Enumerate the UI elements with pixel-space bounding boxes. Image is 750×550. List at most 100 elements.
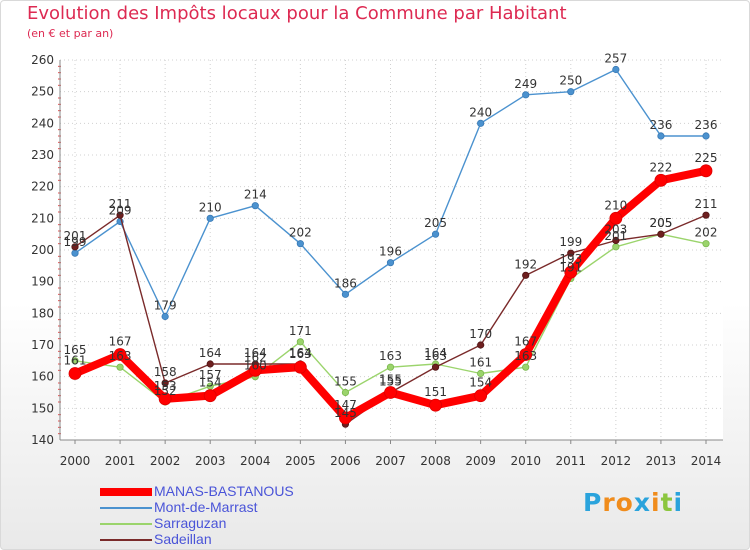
legend-item-mont-de-marrast: Mont-de-Marrast bbox=[100, 499, 400, 516]
data-label-sadeillan: 203 bbox=[604, 223, 627, 237]
legend-swatch-sarraguzan bbox=[100, 523, 152, 525]
data-point-mont-de-marrast bbox=[206, 214, 214, 222]
data-label-mont-de-marrast: 186 bbox=[334, 276, 357, 290]
data-point-sadeillan bbox=[206, 360, 214, 368]
data-label-sarraguzan: 155 bbox=[334, 375, 357, 389]
data-point-manas-bastanous bbox=[248, 363, 262, 377]
x-tick-label: 2012 bbox=[601, 454, 632, 468]
y-tick-label: 200 bbox=[31, 243, 54, 257]
data-label-sadeillan: 164 bbox=[244, 346, 267, 360]
data-point-sarraguzan bbox=[116, 363, 124, 371]
data-label-manas-bastanous: 153 bbox=[154, 379, 177, 393]
logo-letter: t bbox=[660, 488, 674, 517]
data-label-sadeillan: 192 bbox=[514, 257, 537, 271]
data-point-sadeillan bbox=[657, 230, 665, 238]
data-label-mont-de-marrast: 209 bbox=[109, 204, 132, 218]
axes: 140 150 160 170 180 190 200 210 220 230 240 250 260 2… bbox=[31, 53, 723, 468]
data-label-sadeillan: 205 bbox=[649, 216, 672, 230]
x-tick-label: 2007 bbox=[375, 454, 406, 468]
data-point-mont-de-marrast bbox=[702, 132, 710, 140]
data-point-manas-bastanous bbox=[293, 360, 307, 374]
legend-swatch-mont-de-marrast bbox=[100, 507, 152, 509]
data-point-sadeillan bbox=[116, 211, 124, 219]
data-label-manas-bastanous: 222 bbox=[649, 160, 672, 174]
data-label-mont-de-marrast: 196 bbox=[379, 245, 402, 259]
x-tick-label: 2000 bbox=[60, 454, 91, 468]
data-label-manas-bastanous: 154 bbox=[199, 376, 222, 390]
y-tick-label: 190 bbox=[31, 275, 54, 289]
data-point-sarraguzan bbox=[296, 338, 304, 346]
data-point-manas-bastanous bbox=[429, 398, 442, 412]
data-point-mont-de-marrast bbox=[386, 259, 395, 267]
x-tick-label: 2010 bbox=[510, 454, 541, 468]
legend-label-sarraguzan: Sarraguzan bbox=[154, 515, 227, 531]
legend-label-sadeillan: Sadeillan bbox=[154, 531, 212, 547]
data-point-sarraguzan bbox=[386, 363, 395, 371]
logo-letter: i bbox=[651, 488, 661, 517]
chart-subtitle: (en € et par an) bbox=[27, 27, 114, 40]
data-point-mont-de-marrast bbox=[251, 202, 259, 210]
data-label-sarraguzan: 201 bbox=[604, 229, 627, 243]
data-label-sarraguzan: 171 bbox=[289, 324, 312, 338]
legend-item-sadeillan: Sadeillan bbox=[100, 531, 400, 548]
data-label-manas-bastanous: 167 bbox=[109, 335, 132, 349]
data-label-manas-bastanous: 161 bbox=[64, 354, 87, 368]
logo-letter: r bbox=[602, 488, 616, 517]
logo-letter: i bbox=[673, 488, 684, 517]
data-point-sarraguzan bbox=[341, 388, 350, 397]
data-point-manas-bastanous bbox=[474, 389, 488, 403]
data-point-sadeillan bbox=[161, 379, 169, 387]
y-tick-label: 180 bbox=[31, 306, 54, 320]
data-point-manas-bastanous bbox=[203, 389, 217, 403]
legend-label-mont-de-marrast: Mont-de-Marrast bbox=[154, 499, 258, 515]
data-label-mont-de-marrast: 202 bbox=[289, 226, 312, 240]
legend-item-manas-bastanous: MANAS-BASTANOUS bbox=[100, 483, 400, 500]
data-label-manas-bastanous: 210 bbox=[604, 198, 627, 212]
legend-swatch-sadeillan bbox=[100, 539, 152, 541]
data-label-manas-bastanous: 225 bbox=[695, 151, 718, 165]
data-label-manas-bastanous: 147 bbox=[334, 398, 357, 412]
data-point-manas-bastanous bbox=[339, 411, 352, 425]
data-label-manas-bastanous: 163 bbox=[289, 347, 312, 361]
x-tick-label: 2006 bbox=[330, 454, 361, 468]
data-point-manas-bastanous bbox=[564, 265, 578, 279]
data-label-sadeillan: 164 bbox=[289, 346, 312, 360]
data-label-sarraguzan: 202 bbox=[695, 226, 718, 240]
data-point-sarraguzan bbox=[702, 240, 710, 248]
data-point-sadeillan bbox=[431, 363, 440, 371]
y-tick-label: 170 bbox=[31, 338, 54, 352]
x-tick-label: 2003 bbox=[195, 454, 226, 468]
x-tick-label: 2009 bbox=[465, 454, 496, 468]
data-point-mont-de-marrast bbox=[657, 132, 665, 140]
data-point-mont-de-marrast bbox=[71, 249, 79, 257]
legend: MANAS-BASTANOUS Mont-de-Marrast Sarraguz… bbox=[100, 483, 400, 548]
data-label-sarraguzan: 164 bbox=[424, 346, 447, 360]
data-point-mont-de-marrast bbox=[477, 119, 485, 127]
y-tick-label: 160 bbox=[31, 370, 54, 384]
data-label-sarraguzan: 163 bbox=[514, 349, 537, 363]
legend-item-sarraguzan: Sarraguzan bbox=[100, 515, 400, 532]
data-label-sadeillan: 155 bbox=[379, 375, 402, 389]
data-point-mont-de-marrast bbox=[161, 312, 169, 321]
logo-letter: x bbox=[633, 488, 651, 517]
proxiti-logo: Proxiti bbox=[583, 488, 683, 517]
y-tick-label: 240 bbox=[31, 116, 54, 130]
y-tick-label: 210 bbox=[31, 211, 54, 225]
data-label-manas-bastanous: 162 bbox=[244, 350, 267, 364]
data-point-manas-bastanous bbox=[654, 173, 668, 187]
data-label-sarraguzan: 161 bbox=[469, 356, 492, 370]
series-lines bbox=[68, 65, 713, 428]
data-label-sarraguzan: 163 bbox=[109, 349, 132, 363]
data-label-mont-de-marrast: 257 bbox=[604, 52, 627, 66]
x-tick-label: 2014 bbox=[691, 454, 722, 468]
chart-title: Evolution des Impôts locaux pour la Comm… bbox=[27, 3, 567, 24]
y-tick-label: 260 bbox=[31, 53, 54, 67]
data-point-manas-bastanous bbox=[113, 348, 127, 361]
data-point-manas-bastanous bbox=[158, 392, 172, 406]
data-label-sadeillan: 201 bbox=[64, 229, 87, 243]
data-label-mont-de-marrast: 199 bbox=[64, 235, 87, 249]
y-tick-label: 150 bbox=[31, 401, 54, 415]
x-tick-label: 2008 bbox=[420, 454, 451, 468]
data-label-mont-de-marrast: 210 bbox=[199, 200, 222, 214]
y-tick-label: 140 bbox=[31, 433, 54, 447]
